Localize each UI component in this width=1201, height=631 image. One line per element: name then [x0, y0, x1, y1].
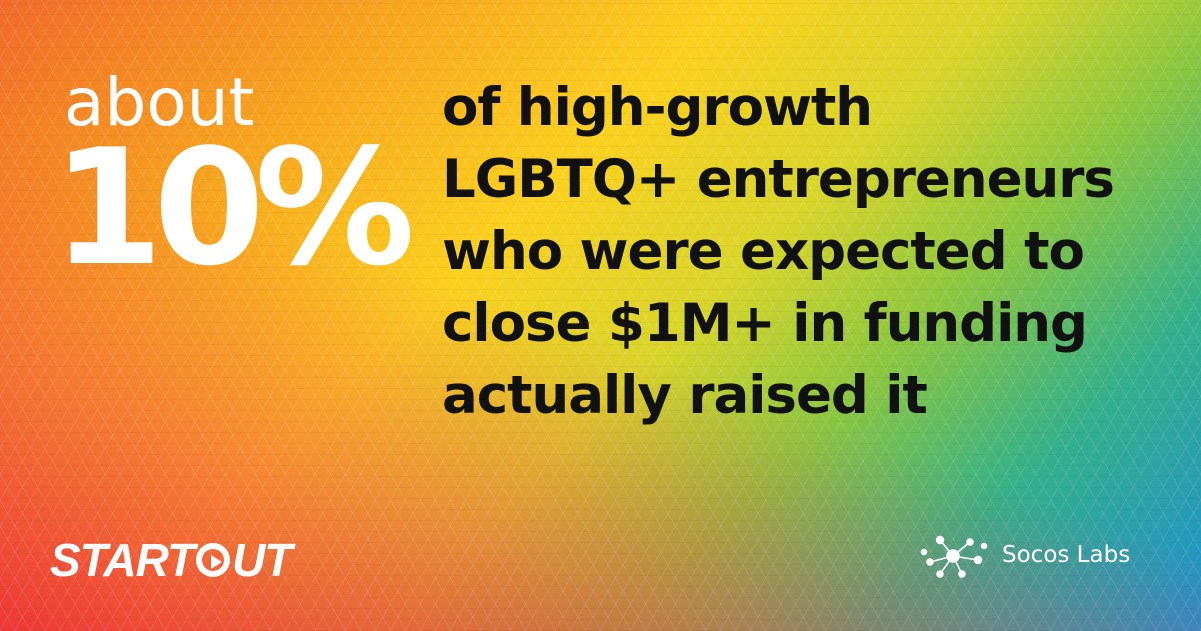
headline-line-3: who were expected to	[442, 221, 1085, 282]
headline-line-2: LGBTQ+ entrepreneurs	[442, 149, 1115, 210]
stat-value: 10%	[52, 114, 415, 301]
play-circle-icon	[196, 543, 231, 577]
headline: of high-growth LGBTQ+ entrepreneurs who …	[442, 72, 1182, 432]
headline-line-1: of high-growth	[442, 77, 873, 138]
headline-line-4: close $1M+ in funding	[442, 293, 1088, 354]
startout-logo: START UT	[50, 533, 292, 587]
network-dots-icon	[920, 535, 988, 578]
startout-logo-text-start: START	[50, 534, 195, 586]
stat-prefix: about	[64, 64, 255, 141]
startout-logo-text-end: UT	[232, 534, 292, 586]
headline-line-5: actually raised it	[442, 365, 928, 426]
socos-labs-name: Socos Labs	[1002, 542, 1131, 568]
socos-labs-logo: Socos Labs	[920, 532, 1130, 578]
